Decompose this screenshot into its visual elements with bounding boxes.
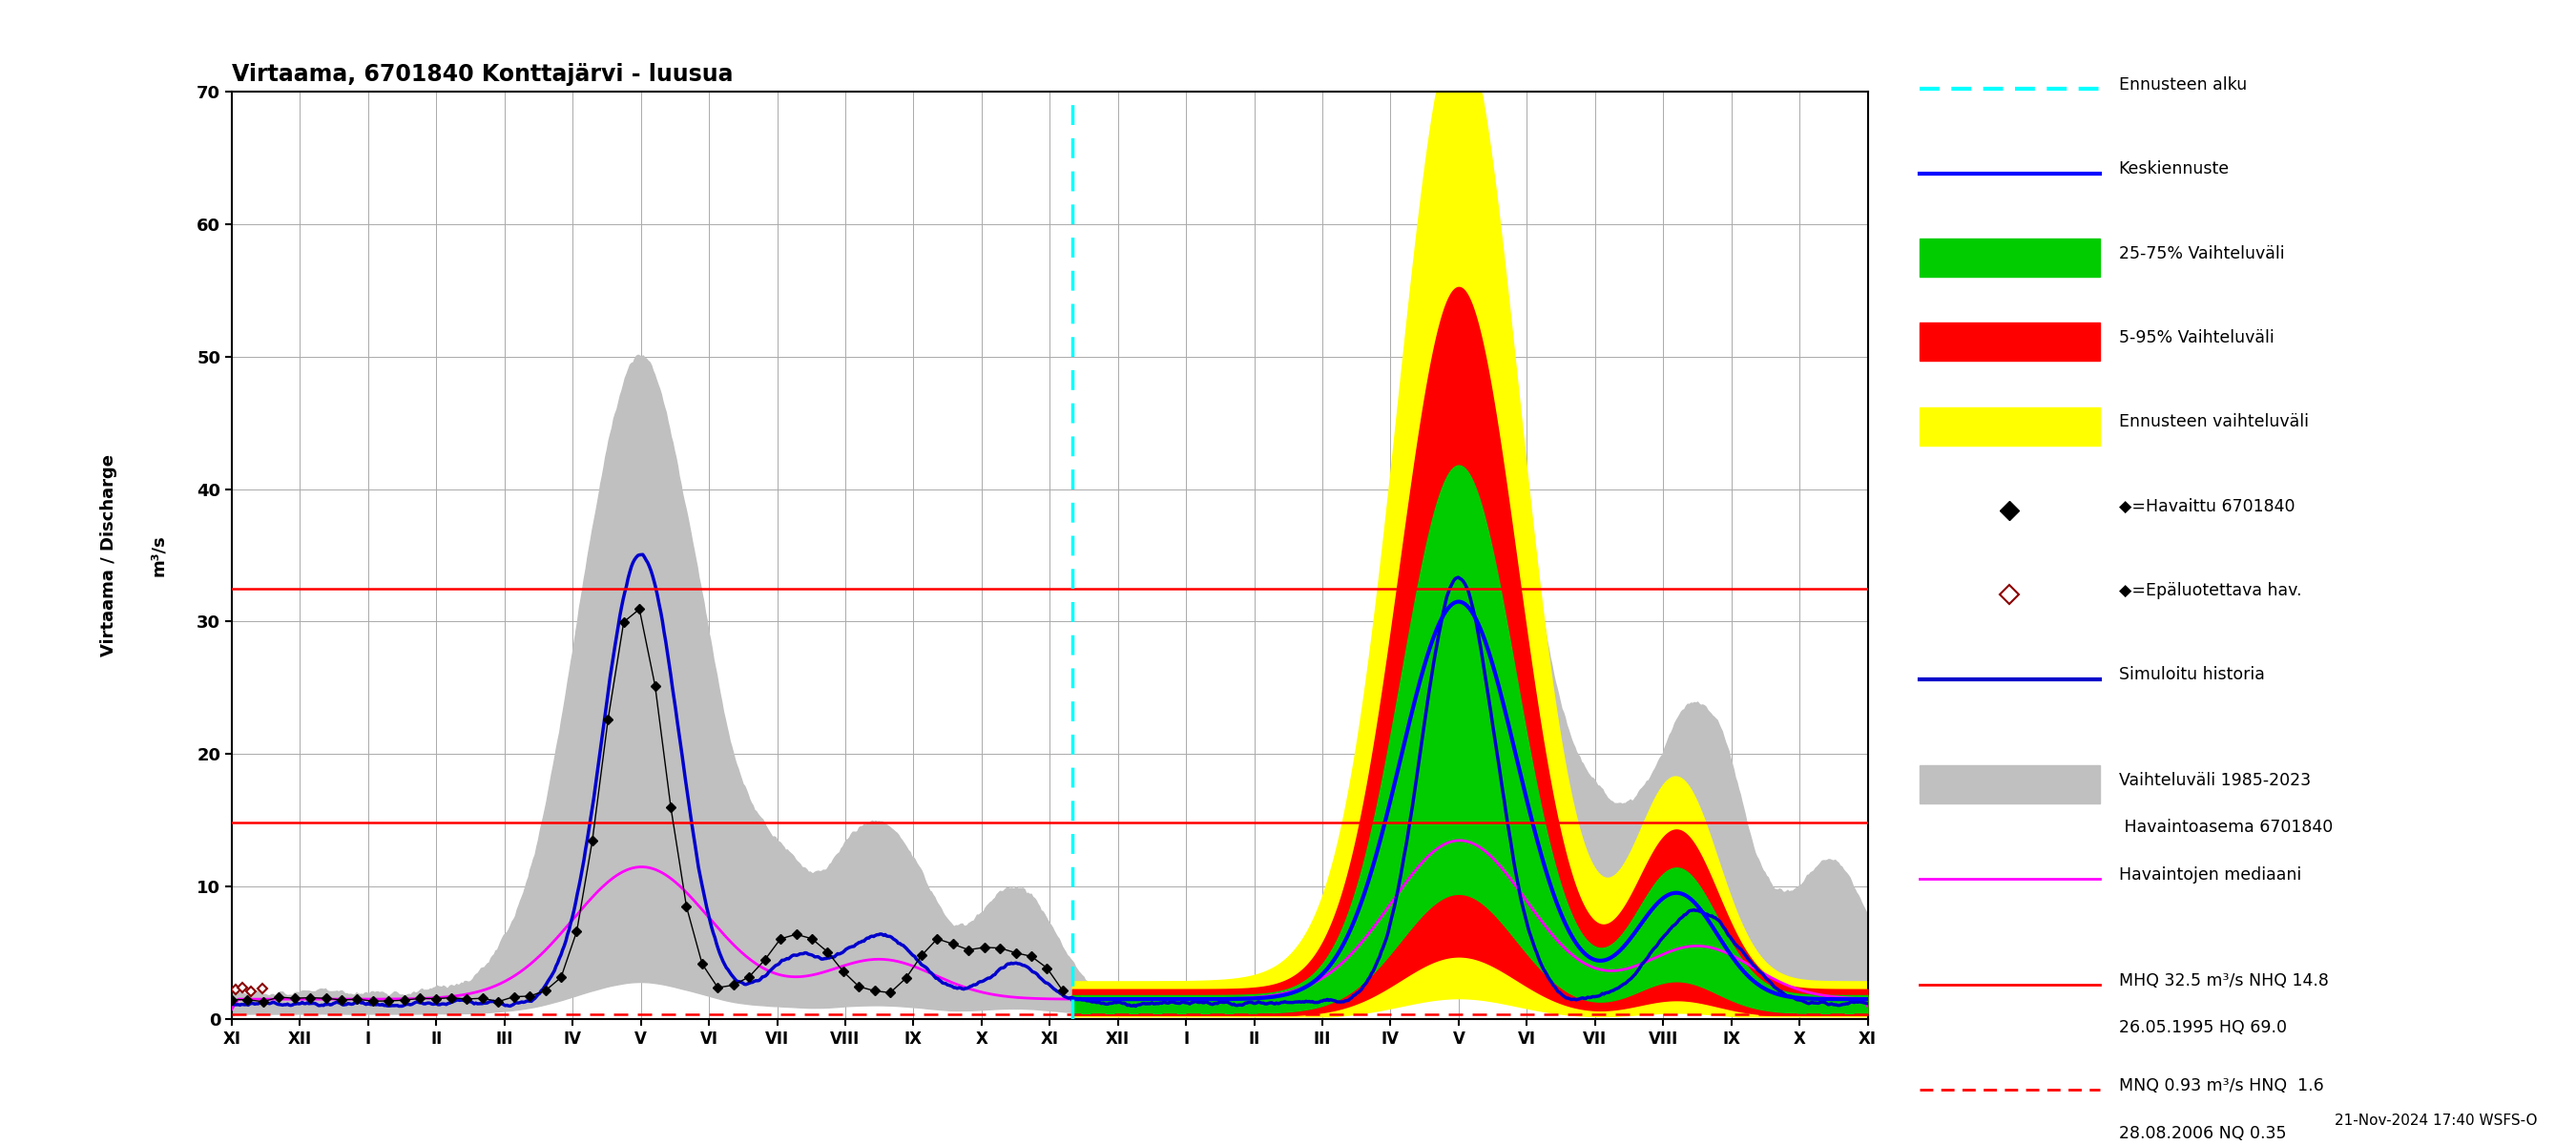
Text: Virtaama, 6701840 Konttajärvi - luusua: Virtaama, 6701840 Konttajärvi - luusua	[232, 63, 734, 86]
Text: MNQ 0.93 m³/s HNQ  1.6: MNQ 0.93 m³/s HNQ 1.6	[2117, 1077, 2324, 1095]
Text: Keskiennuste: Keskiennuste	[2117, 160, 2231, 177]
Text: Simuloitu historia: Simuloitu historia	[2117, 666, 2264, 684]
Bar	[1919, 238, 2099, 277]
Text: m³/s: m³/s	[149, 535, 167, 576]
Text: Havaintoasema 6701840: Havaintoasema 6701840	[2117, 819, 2334, 836]
Text: ◆=Epäluotettava hav.: ◆=Epäluotettava hav.	[2117, 582, 2300, 599]
Text: Ennusteen vaihteluväli: Ennusteen vaihteluväli	[2117, 413, 2308, 431]
Text: Havaintojen mediaani: Havaintojen mediaani	[2117, 867, 2300, 884]
Text: 28.08.2006 NQ 0.35: 28.08.2006 NQ 0.35	[2117, 1124, 2287, 1142]
Text: 21-Nov-2024 17:40 WSFS-O: 21-Nov-2024 17:40 WSFS-O	[2334, 1113, 2537, 1128]
Text: Vaihteluväli 1985-2023: Vaihteluväli 1985-2023	[2117, 772, 2311, 789]
Bar	[1919, 408, 2099, 445]
Bar	[1919, 765, 2099, 804]
Bar	[1919, 323, 2099, 361]
Text: ◆=Havaittu 6701840: ◆=Havaittu 6701840	[2117, 498, 2295, 515]
Text: 25-75% Vaihteluväli: 25-75% Vaihteluväli	[2117, 245, 2285, 262]
Text: Virtaama / Discharge: Virtaama / Discharge	[100, 455, 118, 656]
Text: 26.05.1995 HQ 69.0: 26.05.1995 HQ 69.0	[2117, 1019, 2287, 1036]
Text: Ennusteen alku: Ennusteen alku	[2117, 77, 2246, 94]
Text: 5-95% Vaihteluväli: 5-95% Vaihteluväli	[2117, 330, 2275, 347]
Text: MHQ 32.5 m³/s NHQ 14.8: MHQ 32.5 m³/s NHQ 14.8	[2117, 972, 2329, 989]
